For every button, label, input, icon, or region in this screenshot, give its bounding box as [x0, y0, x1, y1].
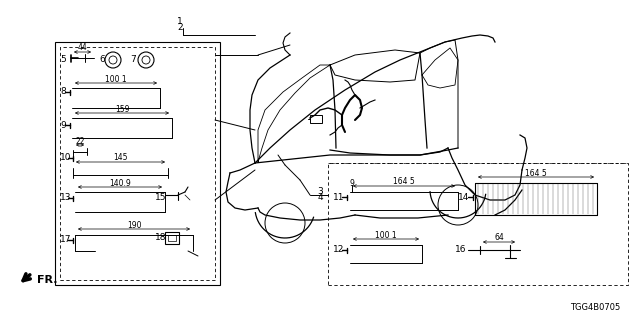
Text: 5: 5	[60, 55, 66, 65]
Text: 8: 8	[60, 87, 66, 97]
Text: 100 1: 100 1	[375, 230, 397, 239]
Text: 14: 14	[458, 193, 469, 202]
Text: 64: 64	[494, 234, 504, 243]
Text: 12: 12	[333, 245, 344, 254]
Text: 3: 3	[317, 188, 323, 196]
Text: 9: 9	[349, 179, 355, 188]
Text: 1: 1	[177, 18, 183, 27]
Text: 44: 44	[77, 44, 88, 52]
Text: 11: 11	[333, 193, 344, 202]
Text: 164 5: 164 5	[525, 169, 547, 178]
Bar	[165, 232, 179, 244]
Bar	[55, 42, 220, 285]
Text: 4: 4	[317, 194, 323, 203]
Text: 17: 17	[60, 236, 72, 244]
Text: FR.: FR.	[37, 275, 58, 285]
Text: 22: 22	[76, 137, 84, 146]
Bar	[328, 163, 628, 285]
Text: TGG4B0705: TGG4B0705	[570, 303, 620, 313]
Text: 16: 16	[455, 245, 467, 254]
Text: 100 1: 100 1	[105, 75, 127, 84]
Text: 159: 159	[115, 105, 129, 114]
Text: 145: 145	[113, 154, 128, 163]
Text: 13: 13	[60, 194, 72, 203]
Text: 6: 6	[99, 55, 105, 65]
Text: 10: 10	[60, 154, 72, 163]
Text: 190: 190	[127, 220, 141, 229]
Text: 164 5: 164 5	[393, 178, 415, 187]
Bar	[168, 235, 176, 241]
Text: 2: 2	[177, 23, 183, 33]
Text: 15: 15	[155, 194, 166, 203]
Text: 18: 18	[155, 234, 166, 243]
Text: 140.9: 140.9	[109, 179, 131, 188]
Text: 9: 9	[60, 121, 66, 130]
Bar	[310, 115, 322, 123]
Text: 7: 7	[130, 55, 136, 65]
Bar	[60, 47, 215, 280]
